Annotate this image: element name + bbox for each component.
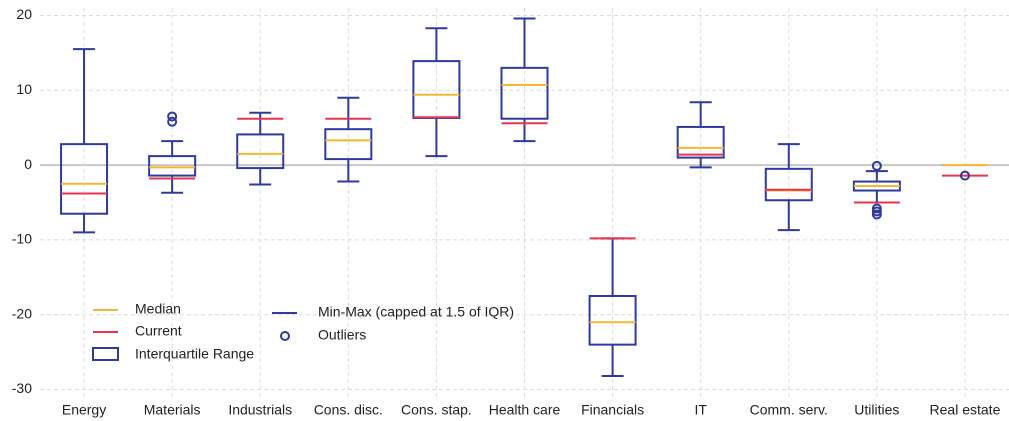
outlier	[959, 170, 970, 181]
x-tick-label: IT	[694, 402, 707, 418]
iqr-box	[60, 143, 109, 215]
outlier	[167, 116, 178, 127]
y-tick-label: -20	[12, 305, 32, 321]
iqr-box	[500, 66, 549, 120]
y-tick-label: 0	[24, 156, 32, 172]
iqr-box	[764, 167, 813, 202]
iqr-box	[148, 155, 197, 177]
y-tick-label: -10	[12, 231, 32, 247]
iqr-box	[588, 295, 637, 346]
outlier	[871, 160, 882, 171]
legend-box	[92, 347, 119, 361]
x-tick-label: Comm. serv.	[750, 402, 828, 418]
legend-label: Current	[135, 323, 182, 339]
outlier	[871, 209, 882, 220]
x-tick-label: Materials	[144, 402, 201, 418]
y-tick-label: 20	[16, 6, 32, 22]
x-tick-label: Cons. disc.	[314, 402, 383, 418]
x-tick-label: Health care	[489, 402, 561, 418]
x-tick-label: Energy	[62, 402, 106, 418]
y-tick-label: -30	[12, 380, 32, 396]
legend-label: Min-Max (capped at 1.5 of IQR)	[318, 304, 514, 320]
x-tick-label: Financials	[581, 402, 644, 418]
legend-outlier	[280, 331, 290, 341]
legend-label: Interquartile Range	[135, 346, 254, 362]
legend-label: Outliers	[318, 327, 366, 343]
outlier	[167, 111, 178, 122]
iqr-box	[676, 125, 725, 159]
x-tick-label: Utilities	[854, 402, 899, 418]
x-tick-label: Real estate	[930, 402, 1001, 418]
y-tick-label: 10	[16, 81, 32, 97]
iqr-box	[324, 128, 373, 161]
iqr-box	[236, 133, 285, 170]
x-tick-label: Cons. stap.	[401, 402, 472, 418]
legend-label: Median	[135, 301, 181, 317]
x-tick-label: Industrials	[228, 402, 292, 418]
